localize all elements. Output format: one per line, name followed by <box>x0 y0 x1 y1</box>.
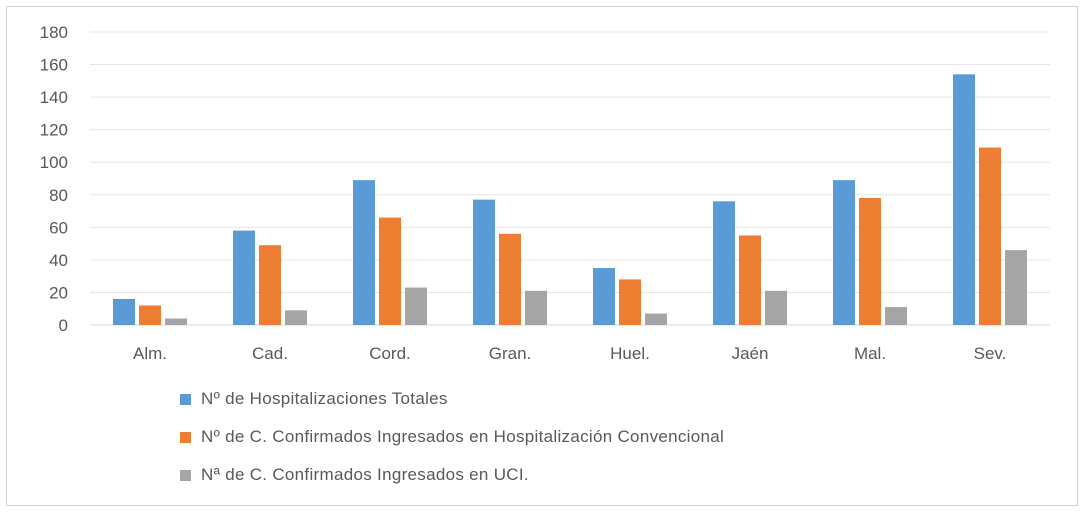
bar-sev-series-1 <box>953 74 975 325</box>
bar-jaén-series-1 <box>713 201 735 325</box>
bar-cad-series-1 <box>233 230 255 325</box>
bar-mal-series-3 <box>885 307 907 325</box>
y-tick-label: 0 <box>59 316 68 335</box>
chart-frame <box>6 6 1078 506</box>
y-tick-label: 180 <box>40 23 68 42</box>
x-tick-label: Gran. <box>489 344 532 363</box>
bar-huel-series-1 <box>593 268 615 325</box>
bar-cord-series-1 <box>353 180 375 325</box>
x-tick-label: Mal. <box>854 344 886 363</box>
legend-label: Nº de Hospitalizaciones Totales <box>201 389 448 408</box>
legend-swatch-blue <box>180 393 191 405</box>
bar-mal-series-2 <box>859 198 881 325</box>
x-tick-label: Sev. <box>974 344 1007 363</box>
bar-cad-series-3 <box>285 310 307 325</box>
bar-mal-series-1 <box>833 180 855 325</box>
bar-cad-series-2 <box>259 245 281 325</box>
bars <box>113 74 1027 325</box>
y-tick-label: 160 <box>40 56 68 75</box>
y-tick-label: 140 <box>40 88 68 107</box>
legend-swatch-orange <box>180 431 191 443</box>
bar-sev-series-2 <box>979 147 1001 325</box>
y-tick-label: 20 <box>49 283 68 302</box>
x-axis-ticks: Alm. Cad. Cord. Gran. Huel. Jaén Mal. Sev. <box>133 344 1006 363</box>
bar-gran-series-1 <box>473 199 495 325</box>
x-tick-label: Huel. <box>610 344 650 363</box>
legend-swatch-gray <box>180 469 191 481</box>
bar-alm-series-1 <box>113 298 135 325</box>
y-tick-label: 120 <box>40 121 68 140</box>
bar-gran-series-2 <box>499 233 521 325</box>
x-tick-label: Alm. <box>133 344 167 363</box>
bar-jaén-series-3 <box>765 290 787 325</box>
bar-cord-series-3 <box>405 287 427 325</box>
x-tick-label: Cad. <box>252 344 288 363</box>
y-axis-ticks: 0 20 40 60 80 100 120 140 160 180 <box>40 23 68 335</box>
legend-item-uci: Nª de C. Confirmados Ingresados en UCI. <box>180 456 724 494</box>
bar-huel-series-2 <box>619 279 641 325</box>
bar-gran-series-3 <box>525 290 547 325</box>
y-tick-label: 80 <box>49 186 68 205</box>
legend-item-convencional: Nº de C. Confirmados Ingresados en Hospi… <box>180 418 724 456</box>
bar-cord-series-2 <box>379 217 401 325</box>
x-tick-label: Cord. <box>369 344 411 363</box>
chart-legend: Nº de Hospitalizaciones Totales Nº de C.… <box>180 380 724 494</box>
bar-alm-series-2 <box>139 305 161 325</box>
bar-sev-series-3 <box>1005 250 1027 325</box>
legend-label: Nº de C. Confirmados Ingresados en Hospi… <box>201 427 725 446</box>
x-tick-label: Jaén <box>732 344 769 363</box>
bar-jaén-series-2 <box>739 235 761 325</box>
y-tick-label: 60 <box>49 218 68 237</box>
y-tick-label: 40 <box>49 251 68 270</box>
bar-alm-series-3 <box>165 318 187 325</box>
bar-huel-series-3 <box>645 313 667 325</box>
legend-label: Nª de C. Confirmados Ingresados en UCI. <box>201 465 529 484</box>
y-tick-label: 100 <box>40 153 68 172</box>
legend-item-hospitalizaciones: Nº de Hospitalizaciones Totales <box>180 380 724 418</box>
